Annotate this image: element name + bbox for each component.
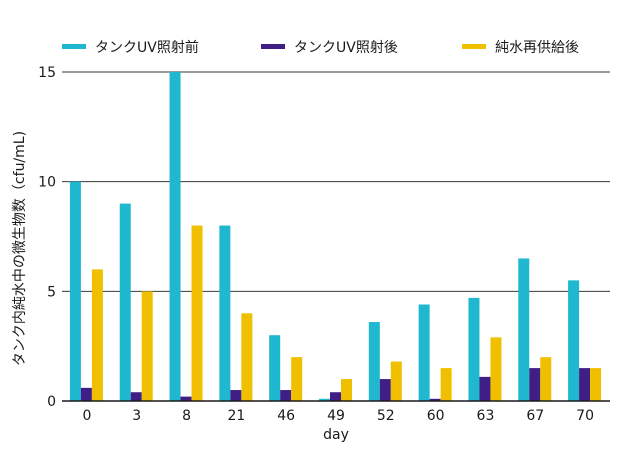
- bar-before-uv: [219, 225, 231, 401]
- bar-after-uv: [330, 392, 341, 401]
- legend-before-uv: タンクUV照射前: [95, 39, 199, 56]
- bar-before-uv: [418, 304, 430, 401]
- bar-after-uv: [180, 396, 192, 401]
- x-tick-label: 67: [526, 408, 544, 424]
- bar-after-uv: [429, 398, 441, 401]
- bar-pure-water-resupply: [341, 379, 352, 401]
- bar-after-uv: [479, 376, 491, 401]
- bar-pure-water-resupply: [390, 361, 402, 401]
- x-tick-label: 8: [182, 408, 191, 424]
- bar-before-uv: [368, 322, 380, 401]
- bars: [69, 72, 602, 401]
- y-tick-label: 5: [47, 284, 56, 300]
- bar-pure-water-resupply: [440, 368, 452, 401]
- x-axis-title: day: [323, 427, 349, 443]
- bar-pure-water-resupply: [241, 313, 253, 401]
- y-axis-title: タンク内純水中の微生物数（cfu/mL): [12, 131, 28, 366]
- bar-before-uv: [319, 398, 330, 401]
- x-axis-ticks: 0 3 8 21 46 49 52 60 63 67 70: [82, 408, 594, 424]
- bar-before-uv: [119, 203, 131, 401]
- legend-swatch: [62, 44, 86, 49]
- bar-after-uv: [579, 368, 591, 401]
- x-tick-label: 21: [227, 408, 245, 424]
- bar-after-uv: [130, 392, 142, 401]
- legend-after-uv: タンクUV照射後: [294, 40, 398, 56]
- x-tick-label: 49: [327, 408, 345, 424]
- bar-after-uv: [529, 368, 541, 401]
- bar-pure-water-resupply: [590, 368, 602, 401]
- y-tick-label: 10: [38, 175, 56, 191]
- y-tick-label: 0: [47, 394, 56, 410]
- x-tick-label: 60: [427, 408, 445, 424]
- y-axis-ticks: 0 5 10 15: [38, 65, 56, 410]
- y-tick-label: 15: [38, 65, 56, 81]
- bar-after-uv: [80, 387, 92, 401]
- bar-pure-water-resupply: [490, 337, 502, 401]
- bar-pure-water-resupply: [91, 269, 103, 401]
- bar-before-uv: [169, 72, 181, 401]
- bar-before-uv: [269, 335, 281, 401]
- x-tick-label: 63: [477, 408, 495, 424]
- x-tick-label: 70: [576, 408, 594, 424]
- bar-pure-water-resupply: [540, 357, 552, 401]
- x-tick-label: 46: [277, 408, 295, 424]
- x-tick-label: 52: [377, 408, 395, 424]
- legend-swatch: [462, 44, 486, 49]
- legend-swatch: [261, 44, 285, 49]
- legend-pure-water-resupply: 純水再供給後: [495, 40, 579, 56]
- bar-pure-water-resupply: [191, 225, 203, 401]
- bar-before-uv: [518, 258, 530, 401]
- bar-before-uv: [69, 181, 81, 401]
- x-tick-label: 3: [132, 408, 141, 424]
- legend: タンクUV照射前 タンクUV照射後 純水再供給後: [62, 39, 579, 56]
- bar-before-uv: [568, 280, 580, 401]
- bar-pure-water-resupply: [141, 291, 153, 401]
- bar-after-uv: [379, 379, 391, 401]
- bar-after-uv: [230, 390, 242, 401]
- bar-pure-water-resupply: [291, 357, 303, 401]
- x-tick-label: 0: [82, 408, 91, 424]
- bar-before-uv: [468, 297, 480, 401]
- bar-after-uv: [280, 390, 292, 401]
